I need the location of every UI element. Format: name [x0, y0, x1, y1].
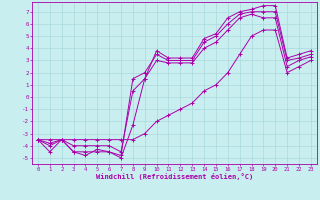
- X-axis label: Windchill (Refroidissement éolien,°C): Windchill (Refroidissement éolien,°C): [96, 173, 253, 180]
